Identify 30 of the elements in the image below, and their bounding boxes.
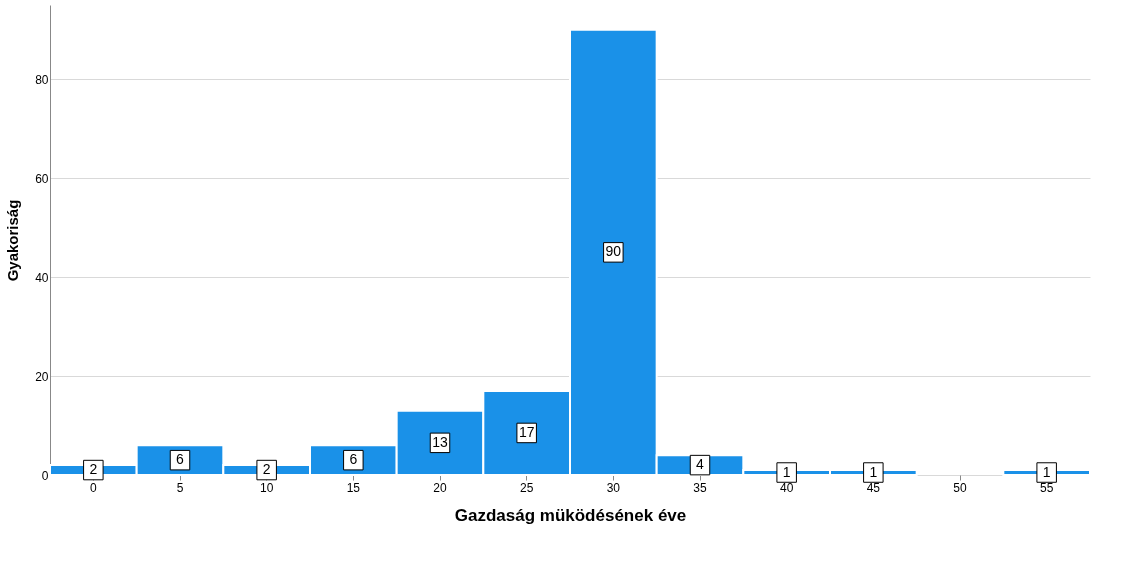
y-tick-label: 60	[35, 171, 49, 186]
x-tick-label: 0	[89, 480, 97, 495]
data-label: 2	[89, 461, 98, 478]
data-label: 6	[176, 451, 185, 468]
x-tick-label: 40	[779, 480, 794, 495]
x-tick-label: 45	[866, 480, 881, 495]
data-label: 2	[262, 461, 271, 478]
x-tick-label: 55	[1039, 480, 1054, 495]
x-tick-label: 10	[259, 480, 274, 495]
x-tick-label: 15	[346, 480, 361, 495]
data-label: 1	[869, 463, 878, 480]
x-tick-label: 50	[953, 480, 967, 495]
data-label: 90	[605, 243, 622, 260]
data-label: 1	[1042, 463, 1051, 480]
x-tick-label: 30	[606, 480, 621, 495]
x-tick-label: 5	[176, 480, 184, 495]
y-tick-label: 80	[35, 72, 49, 87]
y-tick-label: 20	[35, 369, 49, 384]
x-tick-label: 20	[433, 480, 447, 495]
x-axis-title: Gazdaság müködésének éve	[454, 505, 687, 525]
data-label: 13	[432, 433, 448, 450]
y-axis-title: Gyakoriság	[4, 199, 22, 282]
data-label: 6	[349, 451, 358, 468]
data-label: 4	[696, 456, 705, 473]
x-tick-label: 25	[519, 480, 534, 495]
data-label: 1	[782, 463, 791, 480]
data-label: 17	[518, 423, 535, 440]
y-tick-label: 0	[41, 468, 49, 483]
y-tick-label: 40	[35, 270, 49, 285]
x-tick-label: 35	[693, 480, 707, 495]
